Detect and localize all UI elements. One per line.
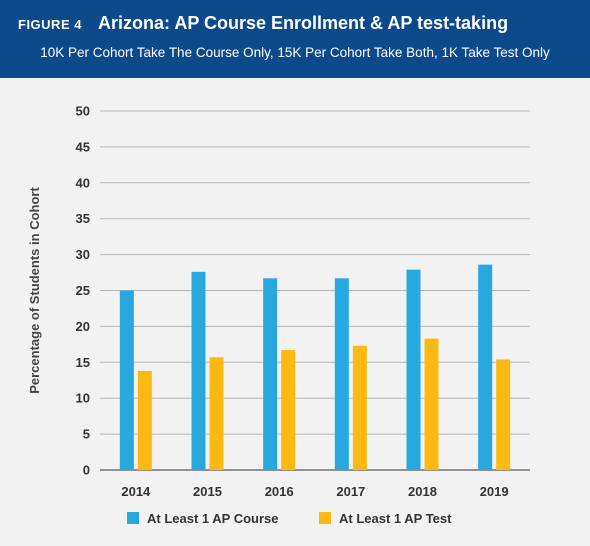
figure-header: FIGURE 4 Arizona: AP Course Enrollment &… (0, 0, 590, 78)
bar-ap-test-2018 (424, 338, 439, 470)
x-tick-label: 2015 (193, 484, 222, 499)
y-tick-label: 10 (76, 391, 90, 406)
y-tick-label: 40 (76, 175, 90, 190)
x-tick-label: 2019 (480, 484, 509, 499)
y-tick-label: 50 (76, 104, 90, 119)
bar-ap-course-2016 (263, 278, 278, 470)
bar-ap-test-2019 (496, 359, 511, 470)
chart-title: Arizona: AP Course Enrollment & AP test-… (98, 13, 509, 33)
y-tick-label: 15 (76, 355, 90, 370)
bar-ap-course-2019 (478, 264, 493, 470)
x-tick-label: 2018 (408, 484, 437, 499)
x-tick-label: 2014 (121, 484, 151, 499)
figure-label: FIGURE 4 (18, 17, 82, 32)
bar-ap-course-2017 (334, 278, 349, 470)
chart-subtitle: 10K Per Cohort Take The Course Only, 15K… (40, 45, 550, 60)
y-tick-label: 35 (76, 211, 90, 226)
bar-ap-course-2015 (191, 271, 206, 470)
legend-label: At Least 1 AP Test (339, 511, 452, 526)
y-tick-label: 30 (76, 247, 90, 262)
y-tick-label: 20 (76, 319, 90, 334)
bar-ap-course-2018 (406, 269, 421, 470)
y-tick-label: 45 (76, 139, 90, 154)
x-tick-label: 2017 (336, 484, 365, 499)
x-tick-label: 2016 (265, 484, 294, 499)
y-tick-label: 25 (76, 283, 90, 298)
y-tick-label: 0 (83, 463, 90, 478)
y-tick-label: 5 (83, 427, 90, 442)
bar-ap-test-2015 (209, 357, 224, 470)
bar-ap-test-2014 (137, 370, 152, 470)
legend-swatch (127, 512, 139, 524)
bar-ap-test-2017 (352, 345, 367, 470)
bar-ap-course-2014 (119, 290, 134, 470)
bar-ap-test-2016 (281, 350, 296, 470)
legend-swatch (319, 512, 331, 524)
legend-label: At Least 1 AP Course (147, 511, 279, 526)
y-axis-title: Percentage of Students in Cohort (27, 187, 42, 394)
